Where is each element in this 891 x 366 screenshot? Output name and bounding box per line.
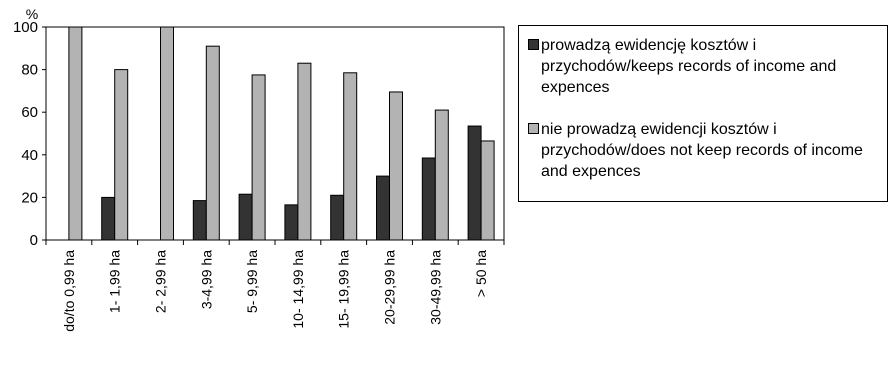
- x-tick-label-5: 10- 14,99 ha: [290, 250, 306, 329]
- bar-no-records-8: [434, 109, 449, 241]
- legend-swatch-keeps-records: [528, 39, 539, 50]
- legend-label-no-records: nie prowadzą ewidencji kosztów i przycho…: [541, 121, 863, 180]
- y-tick-label-0: 0: [30, 232, 38, 249]
- bar-keeps-records-7: [376, 175, 390, 241]
- bar-no-records-0: [68, 26, 83, 241]
- x-tick-label-1: 1- 1,99 ha: [107, 250, 123, 313]
- x-tick-label-9: > 50 ha: [473, 250, 489, 297]
- x-tick-label-7: 20-29,99 ha: [382, 250, 398, 325]
- legend: prowadzą ewidencję kosztów i przychodów/…: [518, 25, 888, 202]
- x-tick-label-4: 5- 9,99 ha: [244, 250, 260, 313]
- x-tick-label-6: 15- 19,99 ha: [336, 250, 352, 329]
- legend-swatch-no-records: [528, 123, 539, 134]
- y-tick-label-80: 80: [21, 62, 38, 79]
- legend-item-keeps-records: prowadzą ewidencję kosztów i przychodów/…: [528, 35, 871, 98]
- legend-item-no-records: nie prowadzą ewidencji kosztów i przycho…: [528, 119, 871, 182]
- bar-no-records-9: [480, 140, 495, 241]
- plot-area: 0 20 40 60 80 100% do/to 0,99 ha 1- 1,99 ha 2- 2…: [13, 6, 505, 332]
- y-axis-label: %: [26, 6, 38, 22]
- bar-chart: 0 20 40 60 80 100% do/to 0,99 ha 1- 1,99 ha 2- 2…: [13, 6, 505, 332]
- bar-keeps-records-9: [467, 125, 482, 241]
- bar-keeps-records-6: [330, 194, 345, 241]
- x-tick-label-3: 3-4,99 ha: [198, 250, 214, 309]
- y-tick-label-100: 100: [13, 19, 38, 36]
- bar-keeps-records-1: [101, 196, 116, 241]
- bar-no-records-7: [389, 91, 403, 241]
- bar-no-records-5: [297, 62, 312, 241]
- x-tick-label-8: 30-49,99 ha: [427, 250, 443, 325]
- bar-keeps-records-5: [284, 204, 299, 241]
- y-tick-label-40: 40: [21, 147, 38, 164]
- bar-no-records-3: [205, 45, 220, 241]
- bar-no-records-2: [160, 26, 174, 241]
- y-tick-label-60: 60: [21, 104, 38, 121]
- bar-keeps-records-3: [192, 200, 207, 241]
- x-tick-label-0: do/to 0,99 ha: [61, 250, 77, 332]
- legend-label-keeps-records: prowadzą ewidencję kosztów i przychodów/…: [541, 37, 837, 96]
- y-tick-label-20: 20: [21, 189, 38, 206]
- bar-no-records-6: [343, 72, 358, 241]
- bar-keeps-records-8: [421, 157, 436, 241]
- bar-no-records-1: [114, 69, 129, 241]
- bar-no-records-4: [251, 74, 266, 241]
- bar-keeps-records-4: [238, 193, 253, 241]
- x-tick-label-2: 2- 2,99 ha: [153, 250, 169, 313]
